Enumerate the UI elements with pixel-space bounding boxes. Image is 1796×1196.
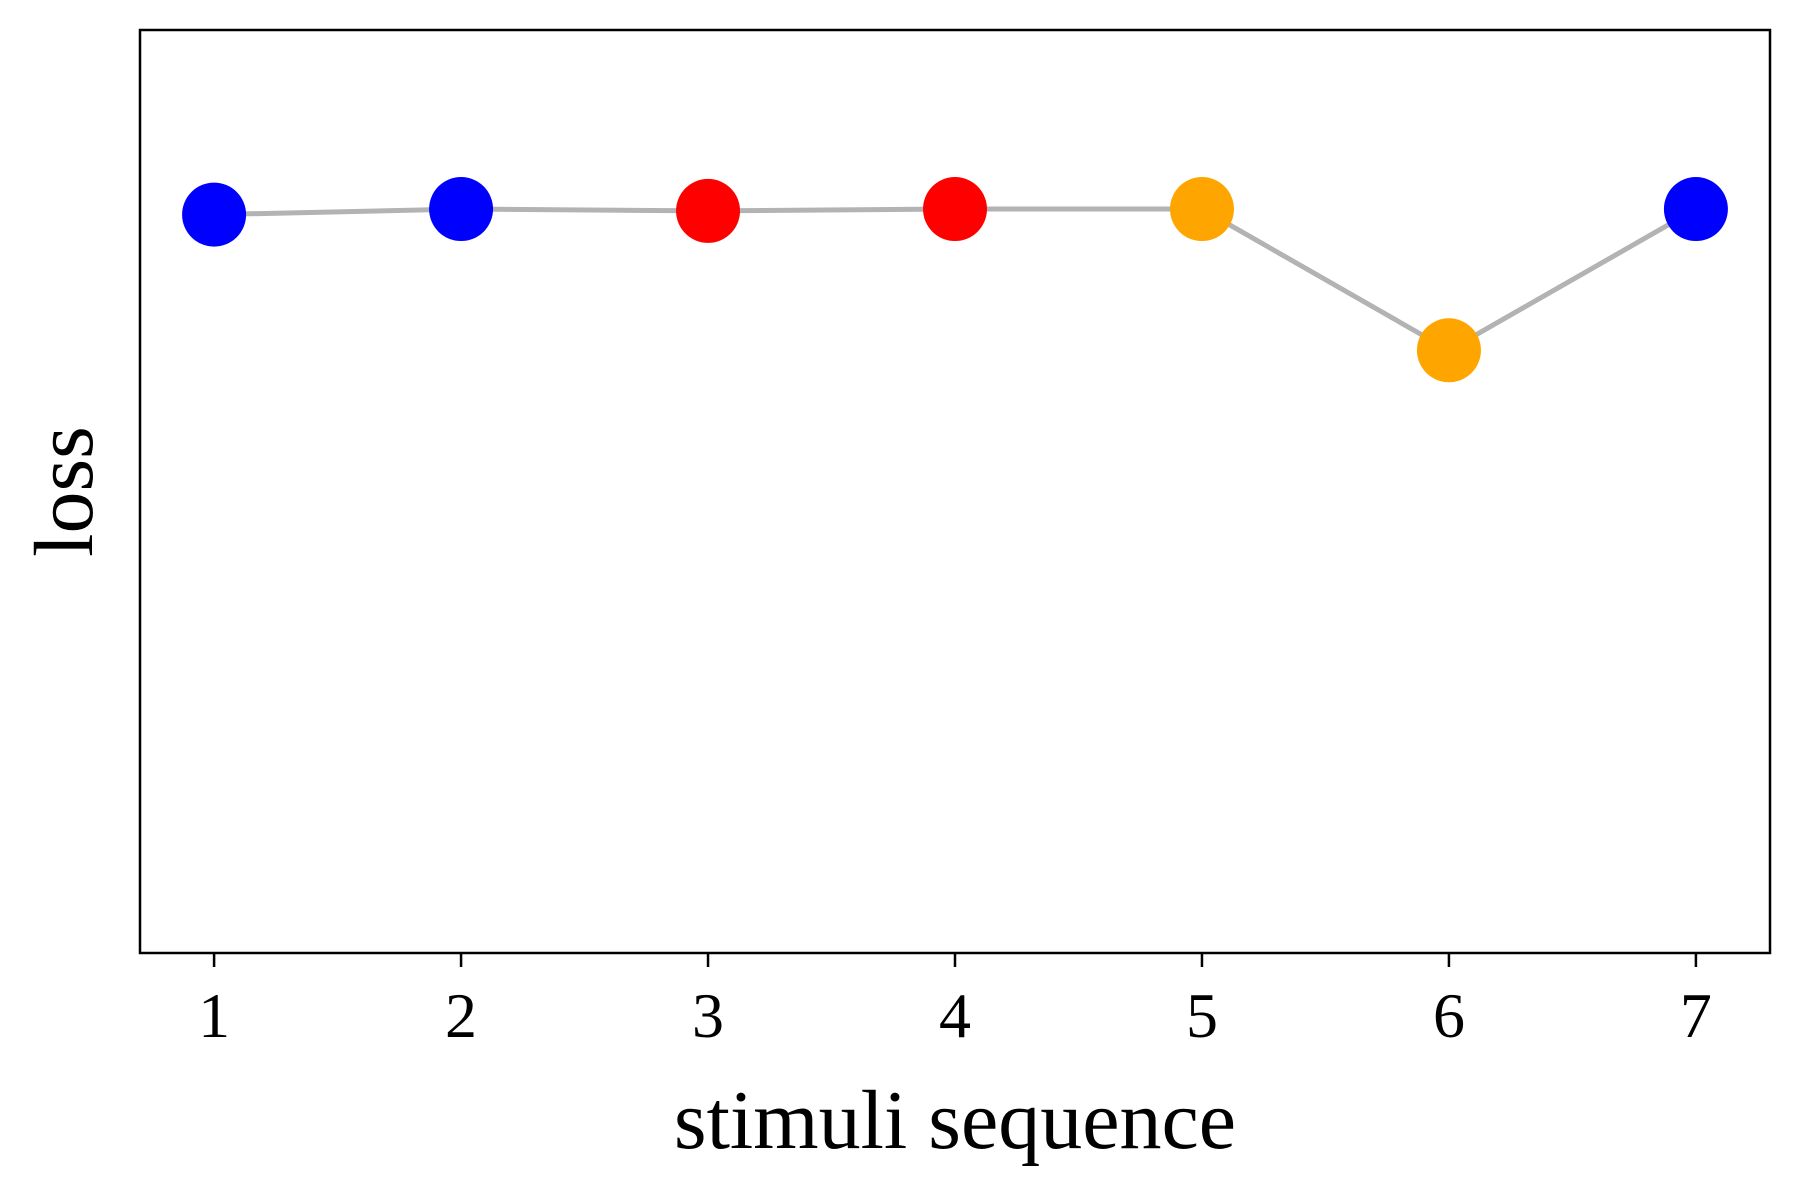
data-point-5 bbox=[1169, 177, 1234, 242]
data-point-3 bbox=[676, 178, 741, 243]
x-tick-label: 2 bbox=[445, 980, 477, 1051]
y-axis-label: loss bbox=[18, 426, 111, 557]
data-point-6 bbox=[1416, 318, 1481, 383]
x-axis-label: stimuli sequence bbox=[674, 1074, 1236, 1167]
x-tick-label: 5 bbox=[1186, 980, 1218, 1051]
x-tick-label: 7 bbox=[1680, 980, 1712, 1051]
x-tick-label: 1 bbox=[198, 980, 230, 1051]
x-axis: 1 2 3 4 5 6 7 bbox=[198, 953, 1712, 1051]
data-point-2 bbox=[429, 177, 494, 242]
x-tick-label: 6 bbox=[1433, 980, 1465, 1051]
x-tick-label: 4 bbox=[939, 980, 971, 1051]
plot-area bbox=[182, 177, 1728, 383]
x-tick-label: 3 bbox=[692, 980, 724, 1051]
data-point-4 bbox=[923, 177, 987, 242]
data-point-1 bbox=[182, 182, 247, 247]
data-point-7 bbox=[1663, 177, 1728, 242]
